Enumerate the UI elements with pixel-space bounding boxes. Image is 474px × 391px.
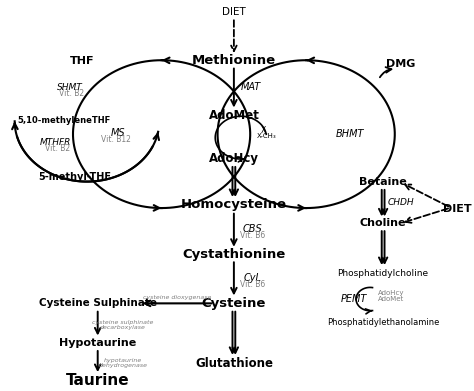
Text: 5,10-methyleneTHF: 5,10-methyleneTHF xyxy=(17,116,110,125)
Text: decarboxylase: decarboxylase xyxy=(100,325,146,330)
Text: DIET: DIET xyxy=(222,7,246,16)
Text: MAT: MAT xyxy=(241,82,261,92)
Text: CBS: CBS xyxy=(243,224,263,234)
Text: BHMT: BHMT xyxy=(335,129,364,139)
Text: Homocysteine: Homocysteine xyxy=(181,199,287,212)
Text: Vit. B12: Vit. B12 xyxy=(101,135,131,144)
Text: dehydrogenase: dehydrogenase xyxy=(99,363,147,368)
Text: Cysteine Sulphinate: Cysteine Sulphinate xyxy=(39,298,157,308)
Text: Glutathione: Glutathione xyxy=(195,357,273,370)
Text: hypotaurine: hypotaurine xyxy=(104,358,142,363)
Text: Vit. B2: Vit. B2 xyxy=(45,144,70,153)
Text: DIET: DIET xyxy=(443,204,471,214)
Text: X-CH₃: X-CH₃ xyxy=(257,133,276,140)
Text: Phosphatidylethanolamine: Phosphatidylethanolamine xyxy=(327,318,439,327)
Text: cysteine dioxygenase: cysteine dioxygenase xyxy=(143,295,211,300)
Text: Methionine: Methionine xyxy=(192,54,276,68)
Text: MTHFR: MTHFR xyxy=(40,138,72,147)
Text: Phosphatidylcholine: Phosphatidylcholine xyxy=(337,269,428,278)
Text: cysteine sulphinate: cysteine sulphinate xyxy=(92,320,154,325)
Text: PEMT: PEMT xyxy=(341,294,367,305)
Text: Betaine: Betaine xyxy=(359,177,407,187)
Text: CyL: CyL xyxy=(244,273,262,283)
Text: Cystathionine: Cystathionine xyxy=(182,248,285,261)
Text: AdoMet: AdoMet xyxy=(378,296,405,303)
Text: AdoHcy: AdoHcy xyxy=(378,290,405,296)
Text: CHDH: CHDH xyxy=(388,199,414,208)
Text: SHMT: SHMT xyxy=(57,83,82,91)
Text: Cysteine: Cysteine xyxy=(202,297,266,310)
Text: X: X xyxy=(261,126,266,135)
Text: Vit. B6: Vit. B6 xyxy=(240,280,265,289)
Text: AdoHcy: AdoHcy xyxy=(209,152,259,165)
Text: AdoMet: AdoMet xyxy=(209,109,259,122)
Text: 5-methyl-THF: 5-methyl-THF xyxy=(38,172,111,181)
Text: THF: THF xyxy=(70,56,94,66)
Text: DMG: DMG xyxy=(386,59,416,69)
Text: Vit. B2: Vit. B2 xyxy=(59,89,84,98)
Text: Vit. B6: Vit. B6 xyxy=(240,231,265,240)
Text: Hypotaurine: Hypotaurine xyxy=(59,338,137,348)
Text: Choline: Choline xyxy=(360,218,406,228)
Text: MS: MS xyxy=(111,128,126,138)
Text: Taurine: Taurine xyxy=(66,373,129,388)
